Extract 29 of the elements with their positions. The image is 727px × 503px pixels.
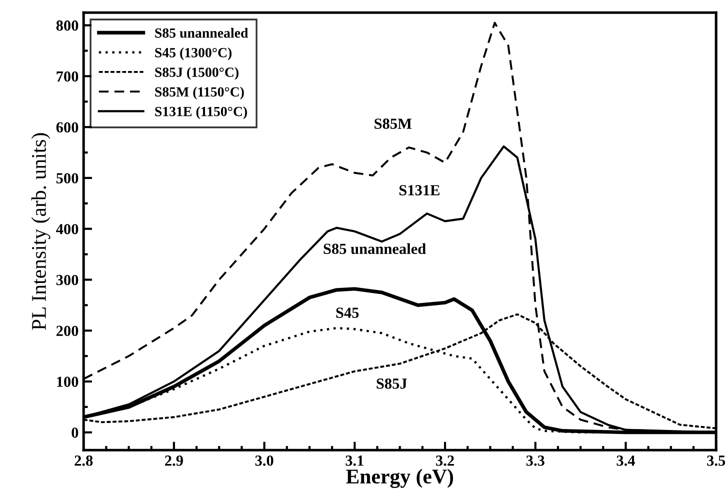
x-tick-label: 3.0 [255, 455, 274, 466]
x-tick-label: 3.5 [707, 456, 726, 466]
y-tick-label: 800 [56, 20, 78, 31]
annotation: S85J [376, 378, 407, 389]
y-tick-label: 500 [56, 173, 78, 184]
annotation: S45 [336, 308, 359, 318]
y-tick-label: 0 [72, 428, 78, 438]
y-axis-title: PL Intensity (arb. units) [31, 133, 50, 330]
y-tick-label: 400 [56, 224, 78, 234]
legend-label: S45 (1300°C) [155, 48, 232, 60]
x-tick-label: 3.3 [526, 456, 544, 466]
y-tick-label: 200 [56, 326, 78, 336]
y-tick-label: 700 [56, 71, 78, 82]
x-tick-label: 3.2 [436, 456, 454, 466]
x-tick-label: 2.8 [74, 455, 93, 466]
x-axis-title: Energy (eV) [346, 468, 454, 488]
y-tick-label: 100 [57, 376, 78, 387]
x-tick-label: 2.9 [165, 456, 183, 466]
annotation: S131E [399, 185, 440, 196]
x-tick-label: 3.1 [346, 456, 364, 466]
legend-label: S131E (1150°C) [155, 106, 247, 120]
y-tick-label: 600 [56, 122, 78, 133]
y-tick-label: 300 [56, 274, 78, 286]
annotation: S85M [374, 118, 412, 129]
x-tick-label: 3.4 [616, 456, 636, 466]
legend-label: S85M (1150°C) [155, 86, 244, 100]
legend-label: S85J (1500°C) [155, 67, 238, 80]
legend-label: S85 unannealed [155, 28, 248, 38]
annotation: S85 unannealed [324, 243, 426, 254]
